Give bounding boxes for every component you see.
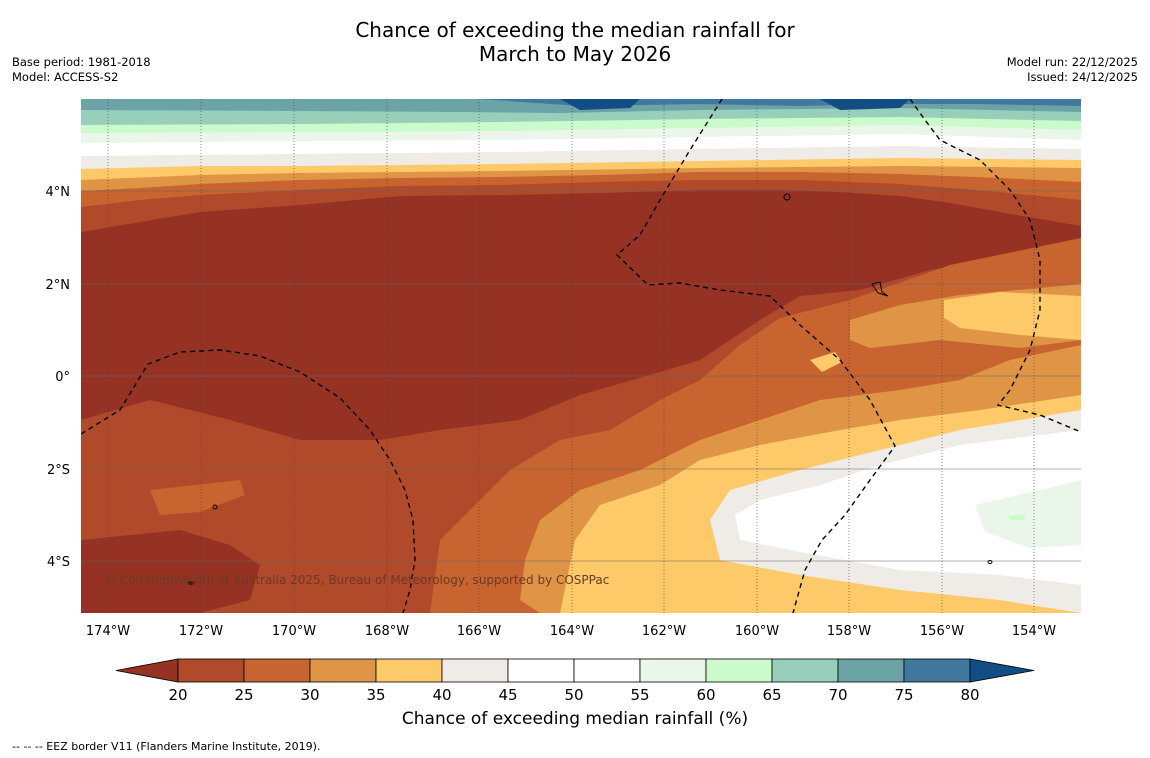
colorbar-tick-label: 20 bbox=[168, 686, 187, 704]
colorbar-segment bbox=[243, 658, 311, 683]
latitude-label: 2°N bbox=[46, 278, 71, 293]
colorbar-tick-label: 40 bbox=[432, 686, 451, 704]
latitude-label: 4°N bbox=[46, 185, 71, 200]
colorbar-segment bbox=[639, 658, 707, 683]
model-name: Model: ACCESS-S2 bbox=[12, 70, 119, 84]
band-60-65-patch bbox=[1008, 514, 1025, 520]
latitude-label: 2°S bbox=[47, 463, 70, 478]
latitude-lines bbox=[81, 190, 1081, 562]
band-above-80-north bbox=[560, 99, 910, 110]
longitude-label: 158°W bbox=[827, 624, 871, 639]
longitude-label: 164°W bbox=[550, 624, 594, 639]
band-25-30-patch-west bbox=[150, 480, 245, 515]
colorbar-segment bbox=[177, 658, 245, 683]
latitude-label: 0° bbox=[55, 370, 70, 385]
colorbar-tick-label: 75 bbox=[894, 686, 913, 704]
copyright-watermark: © Commonwealth of Australia 2025, Bureau… bbox=[104, 573, 609, 587]
issued-date: Issued: 24/12/2025 bbox=[1027, 70, 1138, 84]
colorbar-segment bbox=[375, 658, 443, 683]
colorbar-tick-label: 80 bbox=[960, 686, 979, 704]
title-line-1: Chance of exceeding the median rainfall … bbox=[355, 18, 795, 42]
base-period: Base period: 1981-2018 bbox=[12, 55, 151, 69]
longitude-label: 162°W bbox=[642, 624, 686, 639]
colorbar-segment bbox=[903, 658, 971, 683]
colorbar-tick-label: 35 bbox=[366, 686, 385, 704]
map-fill-layer: © Commonwealth of Australia 2025, Bureau… bbox=[81, 99, 1081, 613]
colorbar-tick-label: 30 bbox=[300, 686, 319, 704]
colorbar-tick-label: 50 bbox=[564, 686, 583, 704]
longitude-label: 166°W bbox=[457, 624, 501, 639]
colorbar-tick-label: 25 bbox=[234, 686, 253, 704]
longitude-label: 154°W bbox=[1012, 624, 1056, 639]
colorbar-extend-low bbox=[115, 658, 179, 683]
colorbar-segment bbox=[441, 658, 509, 683]
eez-footnote: -- -- -- EEZ border V11 (Flanders Marine… bbox=[12, 740, 321, 753]
longitude-label: 172°W bbox=[179, 624, 223, 639]
eez-borders bbox=[81, 99, 1081, 613]
band-35-40-east bbox=[944, 292, 1081, 340]
colorbar-segment bbox=[573, 658, 641, 683]
islands bbox=[187, 193, 993, 585]
band-below-20-southwest bbox=[81, 530, 260, 613]
longitude-label: 168°W bbox=[365, 624, 409, 639]
colorbar-tick-label: 55 bbox=[630, 686, 649, 704]
colorbar-segment bbox=[705, 658, 773, 683]
band-55-60-south bbox=[975, 480, 1081, 548]
colorbar-tick-label: 70 bbox=[828, 686, 847, 704]
band-35-40-patch bbox=[810, 352, 842, 372]
colorbar-label: Chance of exceeding median rainfall (%) bbox=[401, 709, 749, 729]
longitude-label: 174°W bbox=[86, 624, 130, 639]
colorbar bbox=[115, 658, 1035, 683]
colorbar-tick-label: 65 bbox=[762, 686, 781, 704]
colorbar-ticks: 20 25 30 35 40 45 50 55 60 65 70 75 80 bbox=[168, 686, 979, 704]
colorbar-extend-high bbox=[969, 658, 1035, 683]
model-run: Model run: 22/12/2025 bbox=[1006, 55, 1138, 69]
colorbar-tick-label: 45 bbox=[498, 686, 517, 704]
longitude-label: 160°W bbox=[735, 624, 779, 639]
chart-title: Chance of exceeding the median rainfall … bbox=[0, 18, 1150, 66]
colorbar-segment bbox=[309, 658, 377, 683]
title-line-2: March to May 2026 bbox=[478, 42, 672, 66]
longitude-label: 170°W bbox=[272, 624, 316, 639]
latitude-labels: 4°N 2°N 0° 2°S 4°S bbox=[46, 185, 71, 570]
colorbar-tick-label: 60 bbox=[696, 686, 715, 704]
colorbar-segment bbox=[837, 658, 905, 683]
longitude-labels: 174°W 172°W 170°W 168°W 166°W 164°W 162°W 160°W… bbox=[86, 624, 1056, 639]
colorbar-segment bbox=[507, 658, 575, 683]
metadata-left: Base period: 1981-2018 Model: ACCESS-S2 bbox=[12, 55, 151, 85]
colorbar-segment bbox=[771, 658, 839, 683]
longitude-label: 156°W bbox=[920, 624, 964, 639]
metadata-right: Model run: 22/12/2025 Issued: 24/12/2025 bbox=[1007, 55, 1138, 85]
latitude-label: 4°S bbox=[47, 555, 70, 570]
